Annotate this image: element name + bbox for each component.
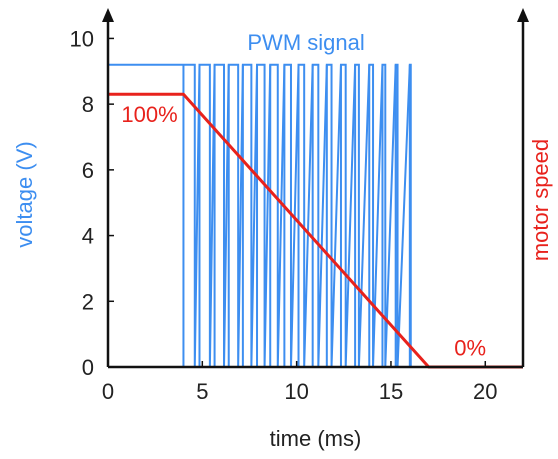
x-tick-label: 20 <box>473 379 497 404</box>
x-tick-label: 10 <box>284 379 308 404</box>
x-tick-label: 5 <box>196 379 208 404</box>
y-tick-label: 8 <box>82 92 94 117</box>
axes-layer <box>102 8 529 369</box>
x-axis-title: time (ms) <box>270 426 362 451</box>
pwm-signal-layer <box>108 63 523 368</box>
y-tick-label: 0 <box>82 355 94 380</box>
y2-axis-arrow-icon <box>517 8 529 22</box>
y-axis-arrow-icon <box>102 8 114 22</box>
x-tick-label: 15 <box>379 379 403 404</box>
y-tick-label: 10 <box>70 26 94 51</box>
y-tick-label: 2 <box>82 289 94 314</box>
annotation-100-percent: 100% <box>121 102 177 127</box>
ticks-layer: 0 5 10 15 20 0 2 4 6 8 10 <box>70 26 498 404</box>
y-tick-label: 4 <box>82 224 94 249</box>
y-axis-title: voltage (V) <box>12 141 37 247</box>
motor-speed-layer <box>108 92 523 369</box>
x-tick-label: 0 <box>102 379 114 404</box>
pwm-series-label: PWM signal <box>247 30 364 55</box>
y2-axis-title: motor speed <box>528 139 553 261</box>
y-tick-label: 6 <box>82 158 94 183</box>
annotation-0-percent: 0% <box>454 335 486 360</box>
motor-speed-line <box>108 92 523 369</box>
